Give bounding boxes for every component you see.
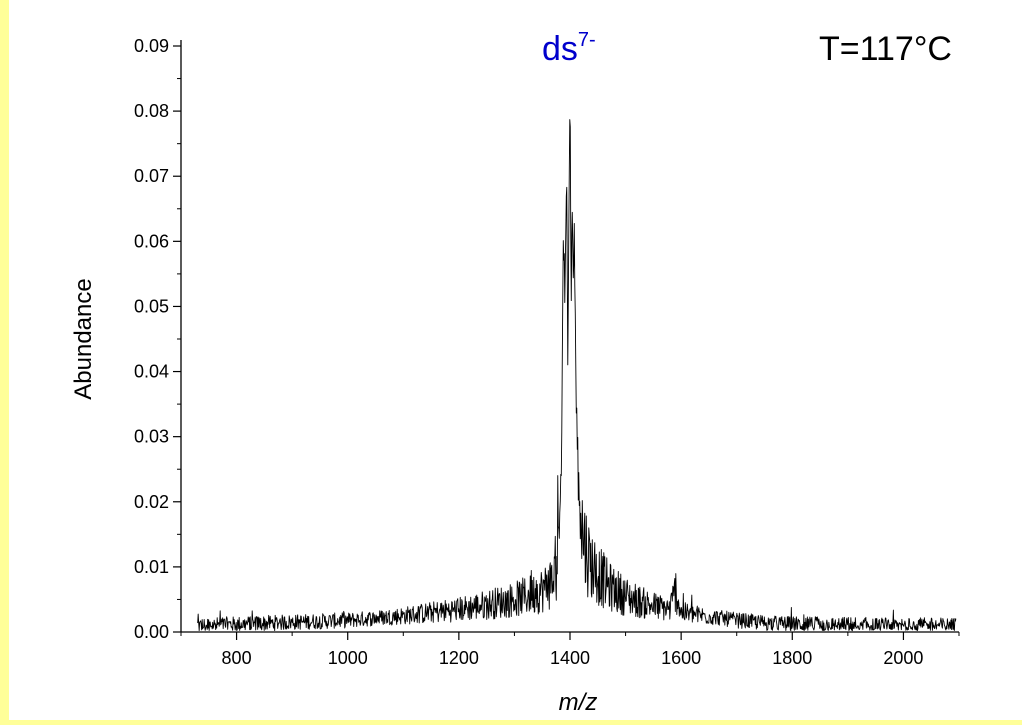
y-tick-label: 0.09	[134, 36, 169, 56]
y-tick-label: 0.05	[134, 296, 169, 316]
y-axis-ticks: 0.00 0.01 0.02 0.03 0.04 0.05 0.06 0.07 0.08 0.09	[134, 36, 181, 642]
x-axis-label: m/z	[559, 689, 598, 716]
y-tick-label: 0.00	[134, 622, 169, 642]
x-tick-label: 1200	[439, 648, 479, 668]
x-tick-label: 1000	[328, 648, 368, 668]
y-tick-label: 0.02	[134, 492, 169, 512]
ion-annotation: ds7-	[542, 29, 596, 68]
y-tick-label: 0.07	[134, 166, 169, 186]
chart-panel: 0.00 0.01 0.02 0.03 0.04 0.05 0.06 0.07 0.08 0.09…	[9, 0, 1022, 720]
y-tick-label: 0.04	[134, 362, 169, 382]
ion-annotation-charge: 7-	[578, 29, 596, 51]
x-tick-label: 2000	[883, 648, 923, 668]
x-tick-label: 1600	[661, 648, 701, 668]
x-axis-ticks: 800 1000 1200 1400 1600 1800 2000	[180, 632, 960, 668]
spectrum-line	[197, 119, 957, 632]
x-tick-label: 1800	[772, 648, 812, 668]
y-tick-label: 0.03	[134, 427, 169, 447]
y-tick-label: 0.08	[134, 101, 169, 121]
x-tick-label: 800	[222, 648, 252, 668]
temperature-annotation: T=117°C	[819, 30, 952, 68]
spectrum-chart: 0.00 0.01 0.02 0.03 0.04 0.05 0.06 0.07 0.08 0.09…	[70, 29, 960, 716]
y-tick-label: 0.06	[134, 231, 169, 251]
y-axis-label: Abundance	[70, 278, 97, 399]
ion-annotation-text: ds	[542, 30, 578, 68]
y-tick-label: 0.01	[134, 557, 169, 577]
x-tick-label: 1400	[550, 648, 590, 668]
